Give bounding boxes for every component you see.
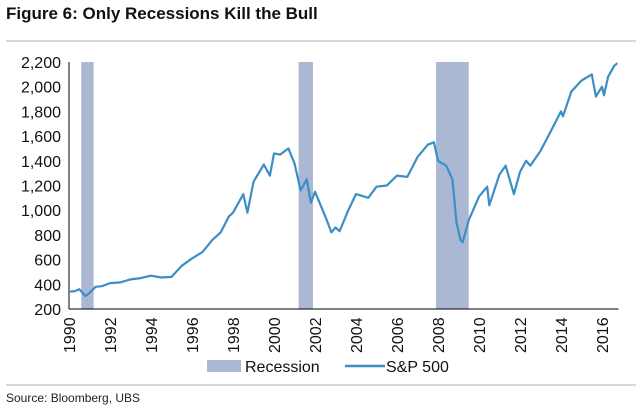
y-tick-label: 1,000	[21, 203, 61, 220]
x-tick-label: 2012	[513, 317, 530, 353]
y-tick-label: 1,400	[21, 154, 61, 171]
x-tick-label: 2010	[472, 317, 489, 353]
x-tick-label: 1996	[185, 317, 202, 353]
recession-bar	[81, 62, 94, 309]
y-tick-label: 2,000	[21, 80, 61, 97]
x-tick-label: 1998	[226, 317, 243, 353]
x-tick-label: 2014	[554, 317, 571, 353]
sp500-line	[68, 62, 619, 298]
x-tick-label: 2002	[308, 317, 325, 353]
top-divider	[6, 40, 636, 42]
x-tick-label: 2016	[595, 317, 612, 353]
y-tick-label: 600	[34, 253, 61, 270]
y-tick-label: 400	[34, 277, 61, 294]
y-tick-label: 1,800	[21, 104, 61, 121]
x-tick-label: 1992	[103, 317, 120, 353]
y-tick-label: 1,200	[21, 179, 61, 196]
legend-sp500-label: S&P 500	[386, 359, 449, 376]
source-note: Source: Bloomberg, UBS	[6, 391, 141, 405]
chart-title: Figure 6: Only Recessions Kill the Bull	[6, 4, 318, 23]
x-tick-label: 1994	[144, 317, 161, 353]
x-tick-label: 2006	[390, 317, 407, 353]
legend-recession-label: Recession	[245, 359, 320, 376]
recession-bar	[298, 62, 313, 309]
x-tick-label: 1990	[62, 317, 79, 353]
y-tick-label: 200	[34, 302, 61, 319]
x-tick-label: 2000	[267, 317, 284, 353]
x-tick-label: 2008	[431, 317, 448, 353]
legend-recession-swatch	[207, 360, 241, 372]
y-tick-label: 800	[34, 228, 61, 245]
y-tick-label: 2,200	[21, 55, 61, 72]
bottom-divider	[6, 384, 636, 386]
y-tick-label: 1,600	[21, 129, 61, 146]
x-tick-label: 2004	[349, 317, 366, 353]
